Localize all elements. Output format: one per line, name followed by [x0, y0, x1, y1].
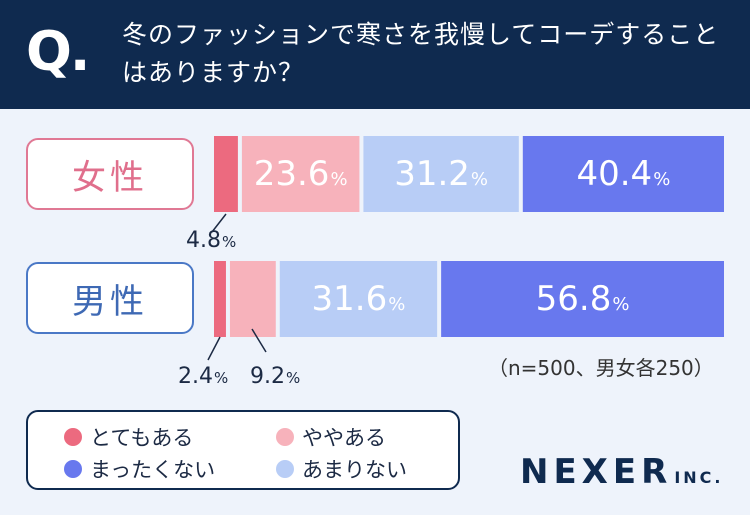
- bar-male-mattaku-nai: [441, 261, 724, 337]
- bar-female-yaya-aru: [241, 136, 360, 212]
- data-label-female-amari-nai: 31.2%: [394, 154, 489, 194]
- question-text: 冬のファッションで寒さを我慢してコーデすることはありますか？: [122, 20, 720, 87]
- bar-female-toteme-aru: [214, 136, 238, 212]
- leader-line-male-toteme-aru: [207, 336, 221, 361]
- bar-female-amari-nai: [363, 136, 519, 212]
- logo-name: NEXER: [520, 452, 673, 492]
- legend-item-toteme-aru: とてもある: [64, 422, 193, 452]
- data-label-male-toteme-aru: 2.4%: [178, 364, 229, 389]
- row-label-female: 女性: [26, 138, 194, 210]
- data-label-female-yaya-aru: 23.6%: [253, 154, 348, 194]
- legend-item-mattaku-nai: まったくない: [64, 454, 215, 484]
- question-header: Q. 冬のファッションで寒さを我慢してコーデすることはありますか？: [0, 0, 750, 109]
- data-label-female-toteme-aru: 4.8%: [186, 228, 237, 253]
- bar-male-toteme-aru: [214, 261, 226, 337]
- legend-label-amari-nai: あまりない: [302, 458, 407, 482]
- legend-item-amari-nai: あまりない: [276, 454, 407, 484]
- data-label-male-mattaku-nai: 56.8%: [535, 279, 630, 319]
- row-label-male: 男性: [26, 262, 194, 334]
- legend-label-toteme-aru: とてもある: [90, 426, 194, 450]
- nexer-logo: NEXER INC.: [520, 452, 723, 492]
- bar-male-yaya-aru: [229, 261, 276, 337]
- sample-note: （n=500、男女各250）: [488, 356, 714, 380]
- data-label-male-amari-nai: 31.6%: [311, 279, 406, 319]
- legend-dot-amari-nai: [276, 460, 294, 478]
- legend-item-yaya-aru: ややある: [276, 422, 386, 452]
- q-mark: Q.: [26, 20, 90, 83]
- legend-dot-toteme-aru: [64, 428, 82, 446]
- legend: とてもある ややある まったくない あまりない: [26, 410, 460, 490]
- legend-dot-yaya-aru: [276, 428, 294, 446]
- legend-label-yaya-aru: ややある: [302, 426, 386, 450]
- bar-male-amari-nai: [279, 261, 438, 337]
- leader-line-female-toteme-aru: [211, 213, 227, 233]
- leader-line-male-yaya-aru: [251, 328, 267, 353]
- bar-female-mattaku-nai: [522, 136, 724, 212]
- logo-suffix: INC.: [674, 468, 724, 487]
- data-label-male-yaya-aru: 9.2%: [250, 364, 301, 389]
- legend-label-mattaku-nai: まったくない: [90, 458, 216, 482]
- legend-dot-mattaku-nai: [64, 460, 82, 478]
- data-label-female-mattaku-nai: 40.4%: [576, 154, 671, 194]
